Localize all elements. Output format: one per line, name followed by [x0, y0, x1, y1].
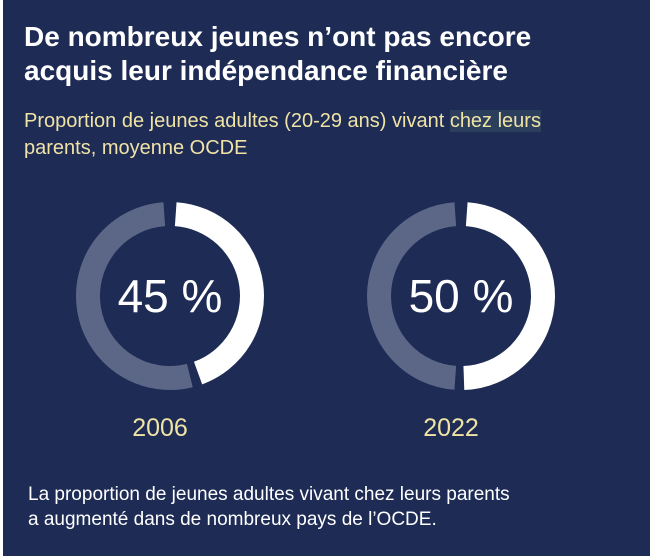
- year-label-2006: 2006: [132, 414, 188, 442]
- subtitle-part-1: Proportion de jeunes adultes (20-29 ans)…: [24, 110, 450, 132]
- donut-remainder-slice-2022: [367, 202, 457, 390]
- donut-value-slice-2006: [174, 202, 264, 385]
- title-line-1: De nombreux jeunes n’ont pas encore: [24, 21, 532, 52]
- footer-note: La proportion de jeunes adultes vivant c…: [28, 482, 628, 532]
- donut-value-label-2022: 50 %: [409, 270, 514, 322]
- footer-line-1: La proportion de jeunes adultes vivant c…: [28, 484, 510, 505]
- donut-charts-area: 45 % 2006 50 % 2022: [0, 196, 650, 456]
- left-edge-border: [0, 0, 3, 556]
- subtitle-highlight: chez leurs: [449, 110, 541, 132]
- title-line-2: acquis leur indépendance financière: [24, 55, 508, 86]
- year-label-2022: 2022: [423, 414, 479, 442]
- page-title: De nombreux jeunes n’ont pas encore acqu…: [24, 20, 624, 88]
- footer-line-2: a augmenté dans de nombreux pays de l’OC…: [28, 509, 437, 530]
- donut-value-slice-2022: [463, 202, 555, 390]
- subtitle-part-2: parents, moyenne OCDE: [24, 137, 248, 159]
- chart-subtitle: Proportion de jeunes adultes (20-29 ans)…: [24, 108, 624, 162]
- donut-chart-2006: 45 %: [76, 202, 264, 390]
- donut-value-label-2006: 45 %: [118, 270, 223, 322]
- donut-chart-2022: 50 %: [367, 202, 555, 390]
- donut-remainder-slice-2006: [76, 202, 193, 390]
